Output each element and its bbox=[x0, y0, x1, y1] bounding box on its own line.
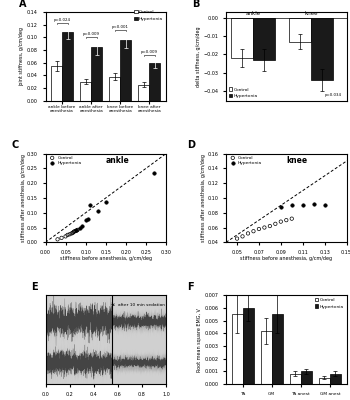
Point bbox=[256, 226, 262, 232]
X-axis label: stiffness before anesthesia, g/cm/deg: stiffness before anesthesia, g/cm/deg bbox=[60, 256, 152, 261]
Bar bbox=[138, 85, 149, 100]
Bar bbox=[290, 374, 301, 384]
Bar bbox=[319, 378, 330, 384]
Point bbox=[322, 202, 327, 208]
Bar bbox=[261, 331, 272, 384]
Point bbox=[63, 233, 68, 240]
Point bbox=[73, 228, 78, 234]
Point bbox=[95, 208, 100, 214]
Y-axis label: delta stiffness, g/cm/deg: delta stiffness, g/cm/deg bbox=[196, 26, 201, 86]
Bar bbox=[272, 314, 283, 384]
Legend: Control, Hypertonia: Control, Hypertonia bbox=[314, 298, 344, 309]
Point bbox=[67, 231, 72, 238]
Point bbox=[300, 202, 306, 208]
Text: p=0.009: p=0.009 bbox=[83, 32, 100, 36]
X-axis label: stiffness before anesthesia, g/cm/deg: stiffness before anesthesia, g/cm/deg bbox=[240, 256, 332, 261]
Bar bbox=[288, 18, 311, 42]
Point bbox=[85, 216, 90, 222]
Point bbox=[151, 170, 157, 176]
Point bbox=[278, 204, 284, 210]
Point bbox=[74, 227, 79, 234]
Bar bbox=[253, 18, 275, 60]
Text: p=0.034: p=0.034 bbox=[324, 93, 341, 97]
Point bbox=[284, 217, 289, 223]
Text: knee: knee bbox=[286, 156, 307, 164]
Point bbox=[261, 224, 267, 231]
Text: ankle: ankle bbox=[245, 11, 260, 16]
Bar bbox=[232, 314, 243, 384]
Point bbox=[240, 233, 245, 240]
Point bbox=[72, 228, 77, 234]
Y-axis label: joint stiffness, g/cm/deg: joint stiffness, g/cm/deg bbox=[19, 27, 24, 86]
Text: A: A bbox=[19, 0, 27, 9]
Bar bbox=[80, 82, 91, 100]
Point bbox=[289, 202, 295, 208]
Point bbox=[311, 201, 316, 207]
Point bbox=[87, 202, 92, 208]
Text: p<0.001: p<0.001 bbox=[112, 25, 129, 29]
Point bbox=[278, 218, 284, 225]
Bar bbox=[231, 18, 253, 58]
Text: ankle: ankle bbox=[106, 156, 130, 164]
Point bbox=[267, 223, 273, 229]
Bar bbox=[311, 18, 333, 80]
Text: p=0.009: p=0.009 bbox=[141, 50, 158, 54]
Point bbox=[70, 230, 76, 236]
Y-axis label: stiffness after anesthesia, g/cm/deg: stiffness after anesthesia, g/cm/deg bbox=[21, 154, 26, 242]
Text: D: D bbox=[188, 140, 196, 150]
Text: after 10 min sedation: after 10 min sedation bbox=[112, 303, 165, 307]
Y-axis label: Root mean square EMG, V: Root mean square EMG, V bbox=[197, 308, 202, 372]
Point bbox=[289, 216, 295, 222]
Text: B: B bbox=[193, 0, 200, 9]
Legend: Control, Hypertonia: Control, Hypertonia bbox=[134, 10, 164, 21]
Point bbox=[59, 235, 64, 241]
Legend: Control, Hypertonia: Control, Hypertonia bbox=[228, 87, 258, 98]
Point bbox=[245, 230, 251, 237]
Text: knee: knee bbox=[304, 11, 317, 16]
Bar bbox=[120, 40, 131, 100]
Text: E: E bbox=[31, 282, 38, 292]
Bar bbox=[243, 308, 254, 384]
Text: C: C bbox=[12, 140, 19, 150]
Point bbox=[69, 230, 75, 237]
Bar bbox=[62, 32, 73, 100]
Bar bbox=[51, 66, 62, 100]
Point bbox=[234, 235, 240, 242]
Bar bbox=[109, 76, 120, 100]
Point bbox=[75, 227, 80, 233]
Legend: Control, Hypertonia: Control, Hypertonia bbox=[228, 156, 262, 165]
Bar bbox=[330, 374, 341, 384]
Point bbox=[79, 223, 84, 229]
Bar bbox=[91, 48, 102, 100]
Bar bbox=[149, 63, 160, 100]
Point bbox=[55, 236, 60, 242]
Text: p=0.024: p=0.024 bbox=[54, 18, 71, 22]
Point bbox=[251, 228, 256, 234]
Point bbox=[83, 217, 89, 223]
Y-axis label: stiffness after anesthesia, g/cm/deg: stiffness after anesthesia, g/cm/deg bbox=[201, 154, 206, 242]
Point bbox=[273, 221, 278, 227]
Point bbox=[71, 229, 76, 235]
Point bbox=[73, 227, 78, 234]
Point bbox=[77, 224, 82, 231]
Point bbox=[65, 232, 70, 238]
Legend: Control, Hypertonia: Control, Hypertonia bbox=[48, 156, 82, 165]
Text: F: F bbox=[188, 282, 194, 292]
Point bbox=[103, 199, 108, 206]
Bar bbox=[301, 371, 312, 384]
